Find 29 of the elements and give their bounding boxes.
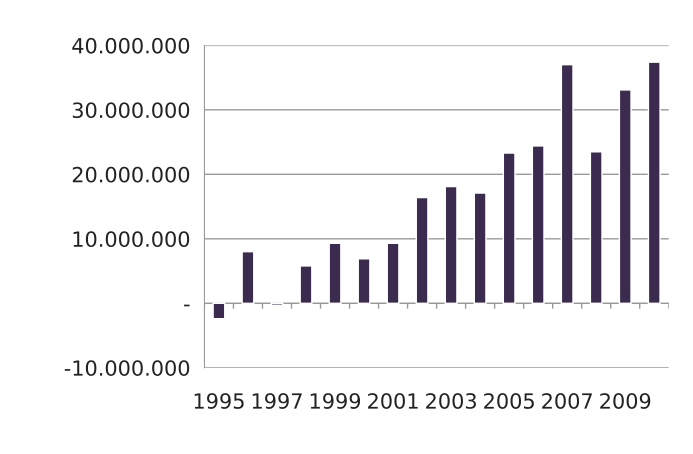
bar [212, 302, 226, 320]
bar [416, 196, 429, 304]
bar [358, 258, 371, 304]
y-tick-label: 30.000.000 [72, 102, 190, 118]
bar [474, 192, 487, 304]
y-tick-label: -10.000.000 [64, 360, 190, 376]
bar [560, 64, 574, 304]
bar [241, 251, 254, 304]
x-tick-label: 1995 [194, 393, 244, 409]
bar [386, 242, 400, 304]
bar [328, 242, 342, 304]
x-tick-label: 2001 [368, 393, 418, 409]
bar [590, 151, 603, 304]
y-tick-label: 20.000.000 [72, 166, 190, 183]
x-tick-label: 2003 [426, 393, 476, 409]
y-tick-label: 40.000.000 [72, 38, 190, 54]
bar [618, 89, 632, 304]
bar [648, 61, 661, 304]
bar [502, 152, 516, 304]
x-tick-label: 2009 [600, 393, 650, 409]
bar [444, 186, 458, 304]
y-tick-label: - [184, 304, 190, 306]
x-tick-label: 1999 [310, 393, 360, 409]
bar [532, 145, 545, 304]
bar [300, 265, 312, 304]
y-tick-label: 10.000.000 [74, 231, 190, 248]
x-tick-label: 2005 [484, 393, 534, 409]
x-tick-label: 1997 [252, 393, 302, 409]
x-tick-label: 2007 [542, 393, 592, 409]
